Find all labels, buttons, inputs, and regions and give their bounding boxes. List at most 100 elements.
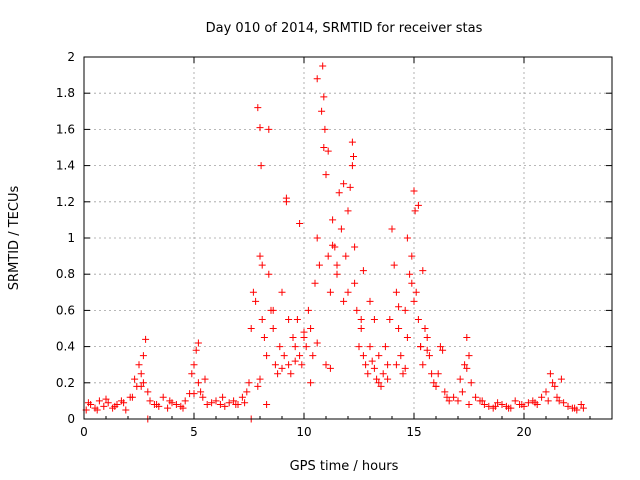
- data-point: [93, 406, 101, 414]
- data-point: [333, 261, 341, 269]
- data-point: [346, 183, 354, 191]
- data-point: [395, 303, 403, 311]
- data-point: [307, 325, 315, 332]
- data-point: [221, 402, 229, 410]
- data-point: [324, 252, 332, 260]
- data-point: [324, 147, 332, 155]
- data-point: [348, 162, 356, 170]
- data-point: [397, 352, 405, 360]
- data-point: [111, 402, 119, 410]
- data-point: [139, 379, 147, 387]
- data-point: [256, 252, 264, 260]
- data-point: [351, 243, 359, 251]
- data-point: [263, 352, 271, 360]
- data-point: [425, 352, 433, 360]
- data-point: [401, 364, 409, 372]
- data-point: [219, 393, 227, 401]
- data-point: [320, 144, 328, 151]
- data-point: [322, 361, 330, 369]
- data-point: [319, 62, 327, 70]
- data-point: [357, 325, 365, 332]
- grid-lines: [84, 57, 612, 419]
- data-point: [256, 375, 264, 383]
- data-point: [95, 397, 103, 405]
- data-points: [82, 62, 587, 423]
- data-point: [555, 397, 563, 405]
- data-point: [238, 393, 246, 401]
- data-point: [181, 397, 189, 405]
- y-tick-label: 0: [67, 412, 75, 426]
- data-point: [241, 399, 249, 407]
- data-point: [560, 399, 568, 407]
- data-point: [511, 397, 519, 405]
- data-point: [293, 315, 301, 323]
- x-tick-label: 20: [516, 425, 531, 439]
- data-point: [465, 352, 473, 360]
- data-point: [401, 306, 409, 314]
- data-point: [203, 401, 211, 409]
- data-point: [436, 343, 444, 351]
- data-point: [381, 343, 389, 351]
- data-point: [100, 402, 108, 410]
- data-point: [245, 379, 253, 387]
- data-point: [137, 370, 145, 378]
- data-point: [411, 207, 419, 215]
- data-point: [340, 297, 348, 305]
- data-point: [491, 402, 499, 410]
- data-point: [287, 370, 295, 378]
- data-point: [542, 388, 550, 396]
- chart-title: Day 010 of 2014, SRMTID for receiver sta…: [206, 21, 483, 36]
- data-point: [344, 288, 352, 296]
- data-point: [285, 315, 293, 323]
- data-point: [557, 375, 565, 383]
- data-point: [302, 343, 310, 351]
- data-point: [571, 404, 579, 412]
- data-point: [199, 393, 207, 401]
- data-point: [419, 267, 427, 275]
- data-point: [359, 352, 367, 360]
- data-point: [362, 361, 370, 369]
- data-point: [232, 401, 240, 409]
- data-point: [256, 124, 264, 132]
- data-point: [192, 346, 200, 354]
- data-point: [254, 382, 262, 390]
- data-point: [428, 370, 436, 378]
- data-point: [282, 194, 290, 202]
- y-tick-label: 1.2: [56, 195, 75, 209]
- data-point: [430, 379, 438, 387]
- data-point: [531, 399, 539, 407]
- data-point: [408, 279, 416, 287]
- data-point: [485, 402, 493, 410]
- data-point: [172, 401, 180, 409]
- data-point: [188, 370, 196, 378]
- data-point: [350, 153, 357, 161]
- data-point: [392, 288, 400, 296]
- data-point: [379, 370, 387, 378]
- data-point: [274, 370, 282, 378]
- y-tick-label: 0.8: [56, 267, 75, 281]
- data-point: [335, 189, 343, 197]
- data-point: [579, 404, 587, 412]
- data-point: [329, 216, 337, 224]
- data-point: [366, 297, 374, 305]
- data-point: [278, 288, 286, 296]
- data-point: [265, 125, 273, 133]
- data-point: [104, 399, 112, 407]
- data-point: [139, 352, 147, 360]
- data-point: [318, 107, 326, 115]
- data-point: [577, 401, 585, 409]
- data-point: [388, 225, 396, 233]
- data-point: [326, 288, 334, 296]
- data-point: [190, 390, 198, 398]
- data-point: [313, 339, 321, 347]
- data-point: [135, 361, 143, 369]
- data-point: [307, 379, 315, 387]
- data-point: [463, 334, 471, 342]
- data-point: [269, 325, 277, 332]
- data-point: [392, 361, 400, 369]
- data-point: [120, 399, 128, 407]
- data-point: [419, 361, 427, 369]
- data-point: [300, 328, 308, 336]
- data-point: [321, 125, 329, 133]
- data-point: [399, 370, 407, 378]
